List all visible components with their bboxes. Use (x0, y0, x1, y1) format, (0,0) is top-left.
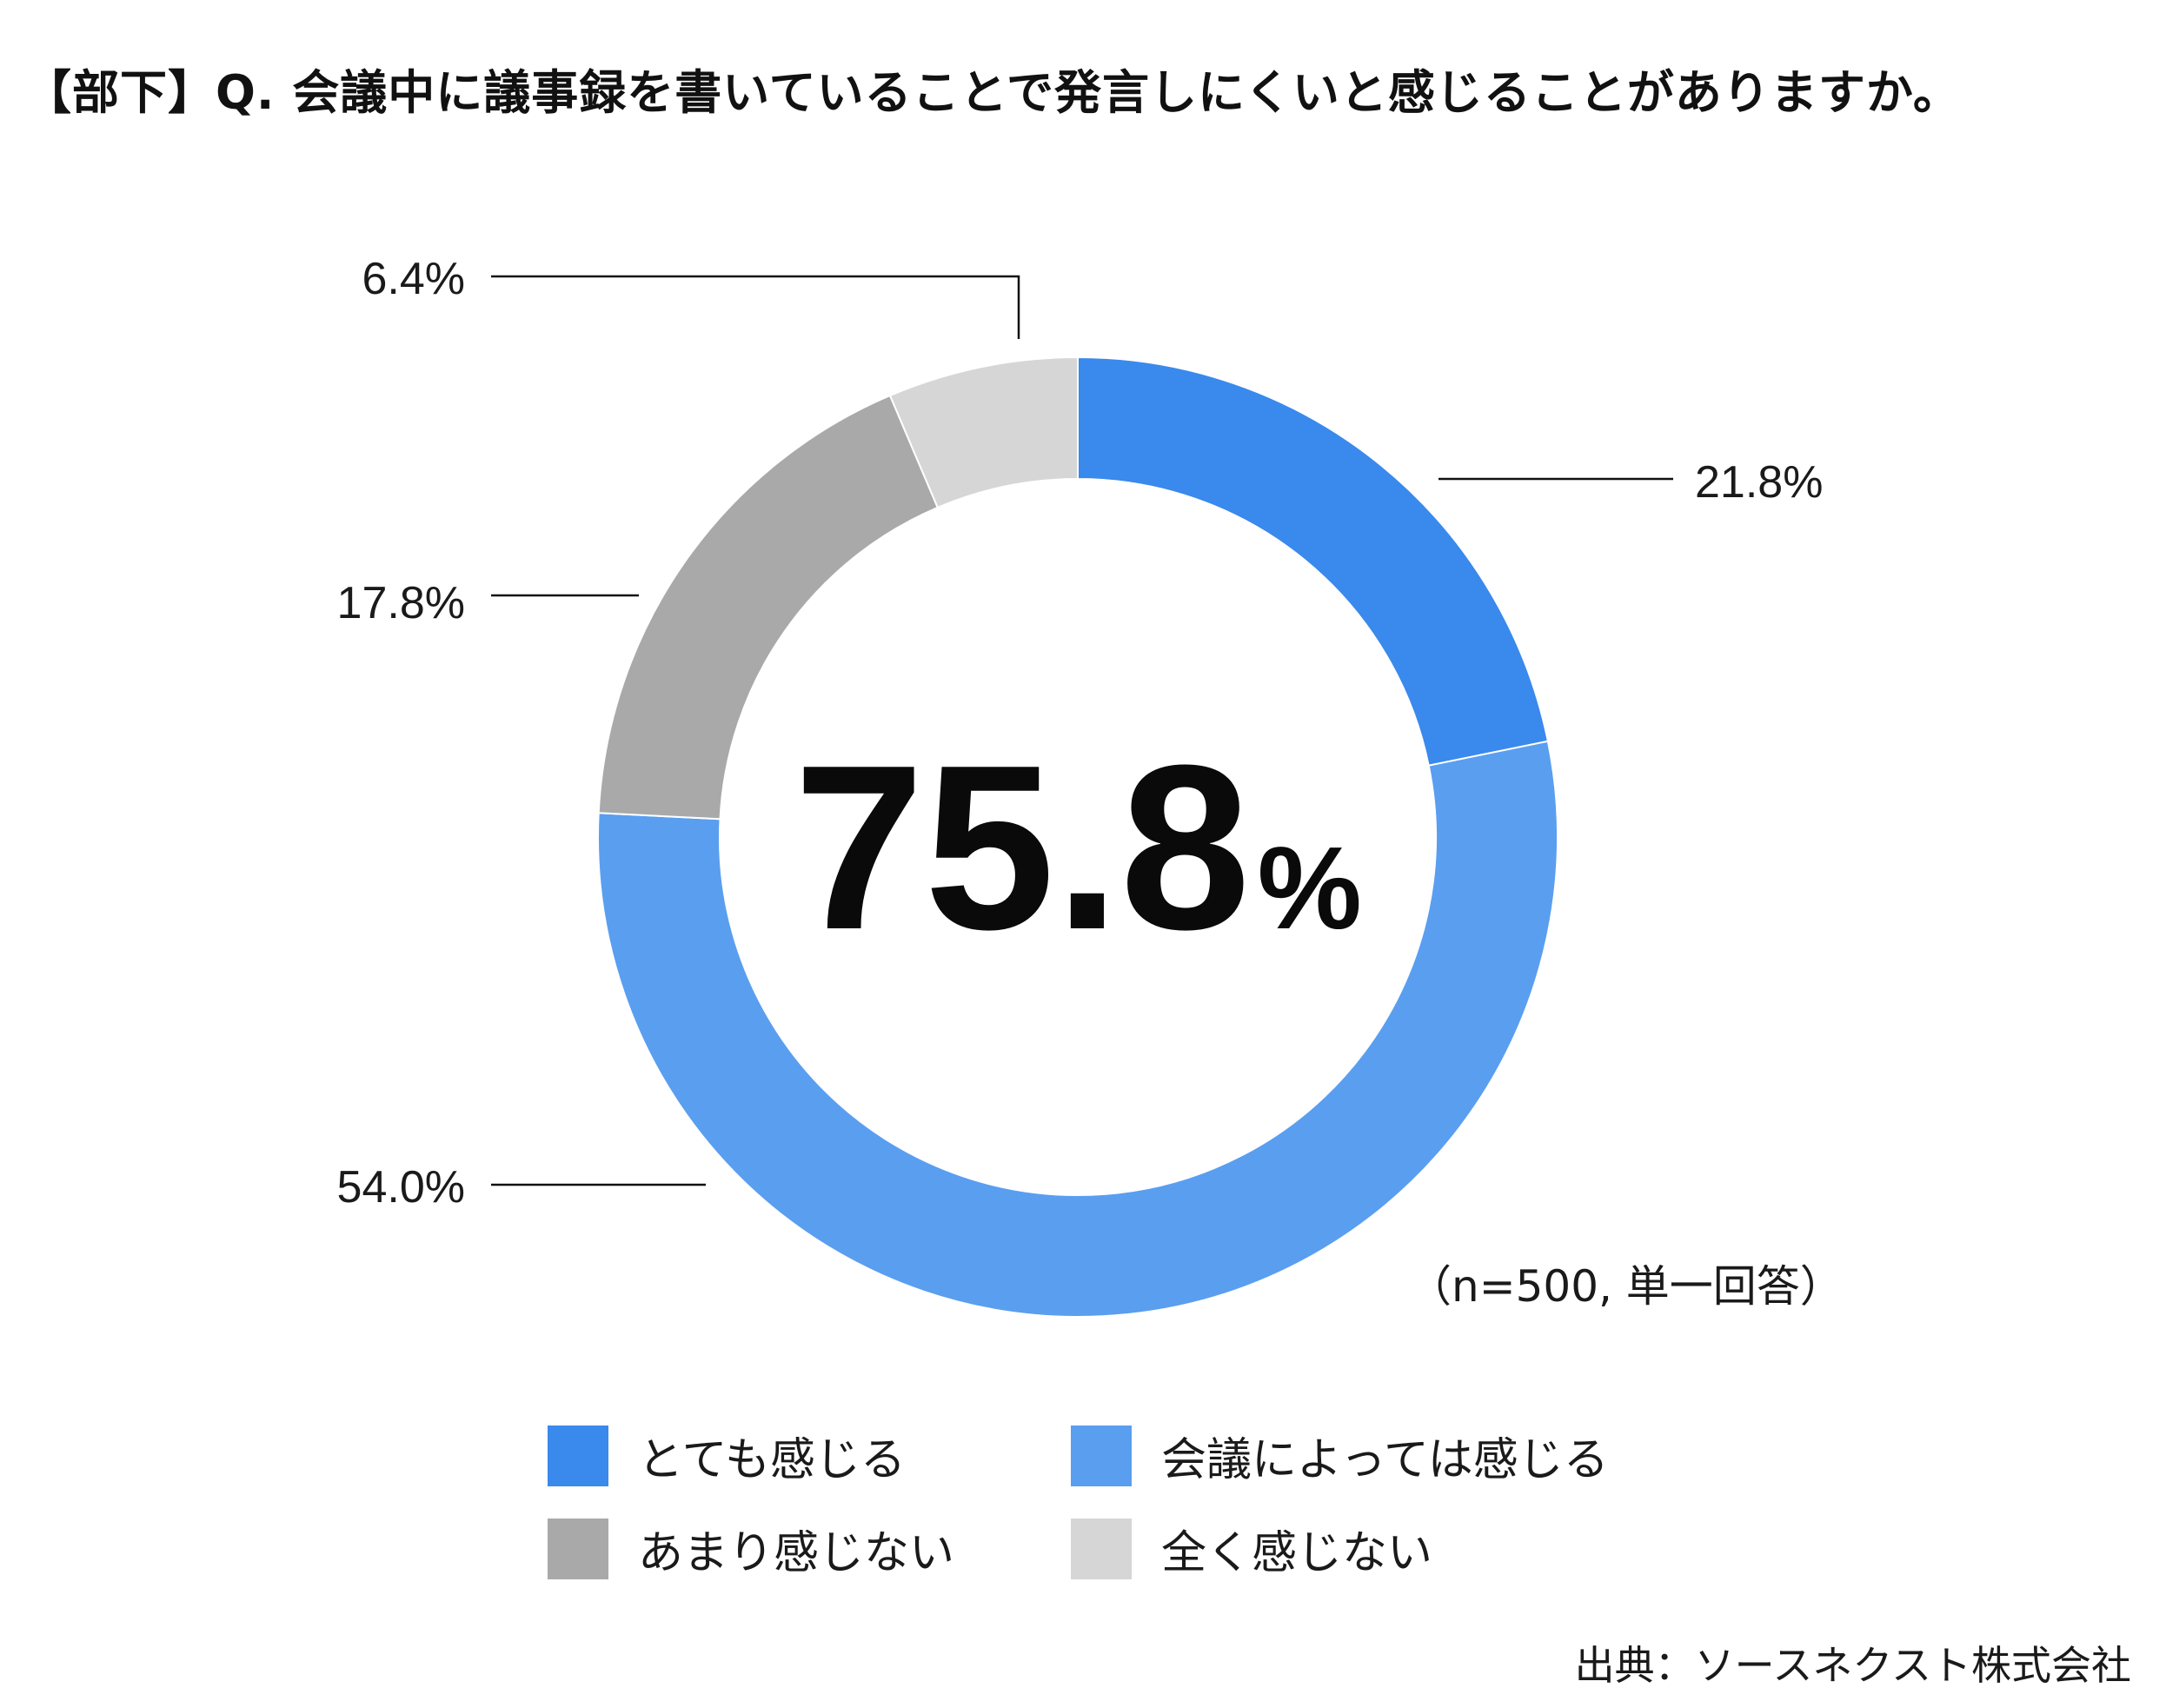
legend-swatch (1071, 1518, 1132, 1579)
center-value: 75.8 (794, 717, 1251, 979)
slice-label-totemo: 21.8% (1695, 457, 1823, 508)
legend-swatch (548, 1425, 608, 1486)
legend-item-kaigi: 会議によっては感じる (1071, 1423, 1609, 1488)
slice-labels: 21.8% 54.0% 17.8% 6.4% (337, 254, 1824, 1213)
legend-swatch (1071, 1425, 1132, 1486)
chart-title: 【部下】Q. 会議中に議事録を書いていることで発言しにくいと感じることがあります… (24, 65, 1961, 120)
slice-kaigi (597, 740, 1558, 1318)
slice-label-mattaku: 6.4% (362, 254, 465, 304)
leader-line-mattaku (491, 275, 1020, 339)
legend-item-totemo: とても感じる (548, 1423, 906, 1488)
center-unit: % (1258, 822, 1362, 954)
donut-slices (597, 356, 1558, 1318)
source-credit: 出典：ソースネクスト株式会社 (1574, 1642, 2131, 1689)
leader-lines (491, 275, 1673, 1186)
slice-mattaku (888, 356, 1079, 509)
slice-label-amari: 17.8% (337, 578, 465, 628)
legend-label: 会議によっては感じる (1161, 1434, 1609, 1486)
sample-note: （n=500, 単一回答） (1408, 1261, 1844, 1312)
legend-label: あまり感じない (638, 1527, 955, 1579)
legend-item-amari: あまり感じない (548, 1516, 954, 1581)
legend-label: 全く感じない (1161, 1527, 1433, 1579)
legend-item-mattaku: 全く感じない (1071, 1516, 1432, 1581)
center-total: 75.8% (794, 717, 1362, 979)
slice-label-kaigi: 54.0% (337, 1162, 465, 1213)
slice-totemo (1077, 356, 1550, 767)
legend-label: とても感じる (638, 1434, 906, 1486)
legend-swatch (548, 1518, 608, 1579)
